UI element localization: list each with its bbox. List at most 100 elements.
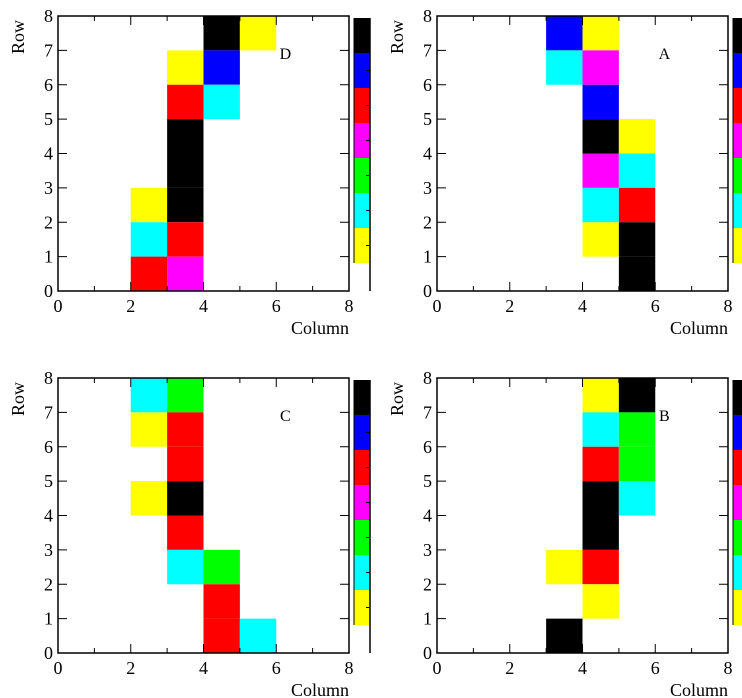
panel-c: 0 2 4 6 8 0 1 2 3 4 5 6 7 8 Column Row C xyxy=(8,368,371,698)
y-axis-title: Row xyxy=(387,20,407,54)
colorbar-segment xyxy=(733,53,742,88)
panel-label: A xyxy=(659,46,671,63)
x-axis-title: Column xyxy=(291,318,349,338)
heatmap-cell xyxy=(239,618,277,653)
colorbar-segment xyxy=(733,158,742,193)
y-tick-label: 3 xyxy=(423,178,432,198)
panel-label: B xyxy=(659,408,670,425)
heatmap-cell xyxy=(203,549,240,585)
heatmap-cell xyxy=(203,584,240,619)
y-tick-label: 3 xyxy=(44,540,53,560)
y-tick-label: 5 xyxy=(44,471,53,491)
heatmap-cell xyxy=(130,256,168,291)
heatmap-cell xyxy=(130,412,168,447)
y-tick-label: 4 xyxy=(423,144,432,164)
heatmap-cell xyxy=(618,153,656,188)
heatmap-cell xyxy=(618,187,656,223)
colorbar-segment xyxy=(354,53,370,88)
panel-label: C xyxy=(280,408,291,425)
y-tick-label: 6 xyxy=(44,75,53,95)
y-tick-label: 4 xyxy=(44,506,53,526)
heatmap-cell xyxy=(582,412,619,447)
heatmap-cell xyxy=(618,412,656,447)
y-tick-label: 5 xyxy=(423,109,432,129)
colorbar-segment xyxy=(354,193,370,228)
y-tick-label: 1 xyxy=(44,247,53,267)
heatmap-cell xyxy=(582,378,619,413)
heatmap-cell xyxy=(546,549,583,585)
heatmap-cell xyxy=(582,50,619,85)
y-tick-label: 0 xyxy=(44,643,53,663)
y-tick-label: 0 xyxy=(44,281,53,301)
heatmap-cell xyxy=(582,481,619,516)
colorbar-segment xyxy=(354,590,370,625)
colorbar-segment xyxy=(354,520,370,555)
heatmap-cell xyxy=(203,16,240,51)
heatmap-cell xyxy=(618,446,656,482)
heatmap-cell xyxy=(167,549,204,585)
heatmap-cell xyxy=(130,378,168,413)
heatmap-cell xyxy=(167,515,204,550)
y-tick-label: 6 xyxy=(423,437,432,457)
colorbar-segment xyxy=(733,485,742,520)
colorbar xyxy=(353,380,371,653)
heatmap-cell xyxy=(239,16,277,51)
colorbar-segment xyxy=(354,123,370,158)
y-tick-label: 2 xyxy=(423,212,432,232)
colorbar-segment xyxy=(733,193,742,228)
heatmap-cell xyxy=(167,50,204,85)
x-tick-label: 6 xyxy=(272,296,281,316)
x-tick-label: 6 xyxy=(651,658,660,678)
x-axis-title: Column xyxy=(670,680,728,698)
colorbar-segment xyxy=(733,88,742,123)
x-tick-label: 6 xyxy=(272,658,281,678)
heatmap-cell xyxy=(167,84,204,120)
y-tick-label: 1 xyxy=(44,609,53,629)
heatmap-cell xyxy=(167,378,204,413)
panel-label: D xyxy=(280,46,292,63)
x-tick-label: 4 xyxy=(578,658,587,678)
colorbar-segment xyxy=(354,158,370,193)
y-axis-title: Row xyxy=(8,20,28,54)
x-tick-label: 0 xyxy=(54,658,63,678)
y-tick-label: 1 xyxy=(423,247,432,267)
y-tick-label: 3 xyxy=(44,178,53,198)
y-tick-label: 6 xyxy=(44,437,53,457)
heatmap-cell xyxy=(130,481,168,516)
y-tick-label: 7 xyxy=(423,402,432,422)
colorbar-segment xyxy=(733,590,742,625)
heatmap-cell xyxy=(167,412,204,447)
heatmap-cell xyxy=(167,256,204,291)
colorbar-segment xyxy=(733,555,742,590)
heatmap-cell xyxy=(167,481,204,516)
x-axis-title: Column xyxy=(291,680,349,698)
x-tick-label: 4 xyxy=(199,658,208,678)
colorbar-segment xyxy=(354,555,370,590)
x-tick-label: 6 xyxy=(651,296,660,316)
heatmap-cell xyxy=(546,618,583,653)
x-tick-label: 8 xyxy=(724,296,733,316)
colorbar-segment xyxy=(733,520,742,555)
colorbar-segment xyxy=(733,228,742,263)
heatmap-cell xyxy=(546,50,583,85)
colorbar-segment xyxy=(354,450,370,485)
heatmap-cell xyxy=(582,515,619,550)
colorbar xyxy=(353,18,371,291)
x-axis-title: Column xyxy=(670,318,728,338)
x-tick-label: 2 xyxy=(126,296,135,316)
y-tick-label: 0 xyxy=(423,643,432,663)
heatmap-cell xyxy=(167,446,204,482)
heatmap-cell xyxy=(582,446,619,482)
heatmap-cell xyxy=(618,119,656,154)
y-tick-label: 4 xyxy=(423,506,432,526)
panel-b: 0 2 4 6 8 0 1 2 3 4 5 6 7 8 Column Row B xyxy=(387,368,742,698)
heatmap-cell xyxy=(618,378,656,413)
y-tick-label: 2 xyxy=(44,212,53,232)
x-tick-label: 0 xyxy=(433,658,442,678)
y-tick-label: 8 xyxy=(423,368,432,388)
y-tick-label: 7 xyxy=(44,402,53,422)
x-tick-label: 8 xyxy=(345,296,354,316)
colorbar-segment xyxy=(354,228,370,263)
x-tick-label: 2 xyxy=(126,658,135,678)
